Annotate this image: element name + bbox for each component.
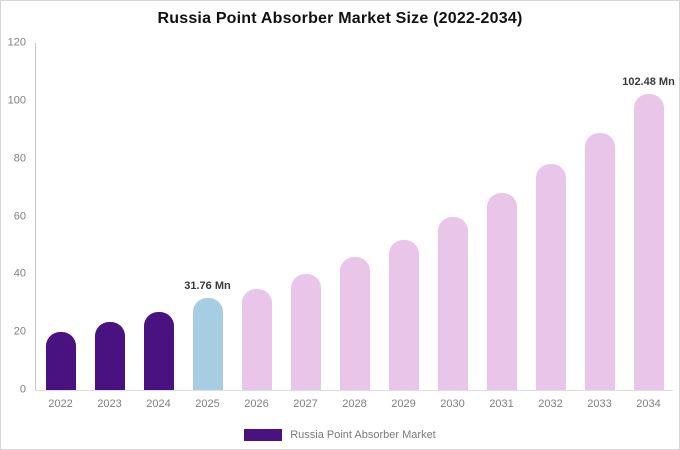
bar-column: 102.48 Mn 2034 bbox=[622, 43, 675, 410]
bar-column: 2029 bbox=[379, 43, 428, 410]
bar-column: 2032 bbox=[526, 43, 575, 410]
y-axis: 0 20 40 60 80 100 120 bbox=[2, 37, 30, 395]
y-tick-label: 0 bbox=[19, 383, 26, 396]
x-tick-label: 2030 bbox=[440, 398, 465, 410]
plot-wrap: 0 20 40 60 80 100 120 2022 2023 2024 31.76 Mn 2025… bbox=[8, 37, 675, 410]
bar-column: 2027 bbox=[281, 43, 330, 410]
bar-column: 2033 bbox=[575, 43, 624, 410]
bar-2031 bbox=[486, 193, 517, 390]
x-tick-label: 2026 bbox=[244, 398, 269, 410]
bar-column: 2024 bbox=[134, 43, 183, 410]
y-tick-label: 120 bbox=[7, 36, 26, 49]
bar-2030 bbox=[437, 216, 468, 390]
x-tick-label: 2022 bbox=[48, 398, 73, 410]
bar-2024 bbox=[143, 311, 174, 390]
y-tick-label: 80 bbox=[13, 152, 26, 165]
bar-2034 bbox=[633, 93, 664, 390]
bar-2022 bbox=[45, 332, 76, 390]
bar-2033 bbox=[584, 132, 615, 390]
bar-column: 2030 bbox=[428, 43, 477, 410]
y-tick-label: 40 bbox=[13, 267, 26, 280]
bar-2026 bbox=[241, 288, 272, 390]
plot-area: 2022 2023 2024 31.76 Mn 2025 2026 2027 2028 2029… bbox=[36, 43, 675, 410]
x-tick-label: 2029 bbox=[391, 398, 416, 410]
bar-column: 2031 bbox=[477, 43, 526, 410]
x-tick-label: 2031 bbox=[489, 398, 514, 410]
bar-column: 31.76 Mn 2025 bbox=[183, 43, 232, 410]
bar-2032 bbox=[535, 164, 566, 390]
chart-title: Russia Point Absorber Market Size (2022-… bbox=[157, 10, 523, 27]
x-tick-label: 2028 bbox=[342, 398, 367, 410]
y-tick-label: 20 bbox=[13, 325, 26, 338]
x-tick-label: 2023 bbox=[97, 398, 122, 410]
x-tick-label: 2027 bbox=[293, 398, 318, 410]
legend-swatch bbox=[244, 429, 283, 441]
bar-2027 bbox=[290, 274, 321, 390]
bar-2028 bbox=[339, 256, 370, 390]
bar-2025 bbox=[192, 298, 223, 390]
bar-column: 2028 bbox=[330, 43, 379, 410]
bar-column: 2022 bbox=[36, 43, 85, 410]
bar-column: 2026 bbox=[232, 43, 281, 410]
x-tick-label: 2034 bbox=[636, 398, 661, 410]
bar-2029 bbox=[388, 239, 419, 390]
x-tick-label: 2032 bbox=[538, 398, 563, 410]
y-tick-label: 60 bbox=[13, 210, 26, 222]
x-tick-label: 2033 bbox=[587, 398, 612, 410]
legend: Russia Point Absorber Market bbox=[1, 429, 679, 441]
x-tick-label: 2024 bbox=[146, 398, 171, 410]
value-label: 31.76 Mn bbox=[184, 280, 231, 293]
legend-label: Russia Point Absorber Market bbox=[290, 429, 436, 441]
x-tick-label: 2025 bbox=[195, 398, 220, 410]
value-label: 102.48 Mn bbox=[622, 75, 675, 88]
bar-column: 2023 bbox=[85, 43, 134, 410]
bar-2023 bbox=[94, 322, 125, 390]
y-tick-label: 100 bbox=[7, 94, 26, 107]
